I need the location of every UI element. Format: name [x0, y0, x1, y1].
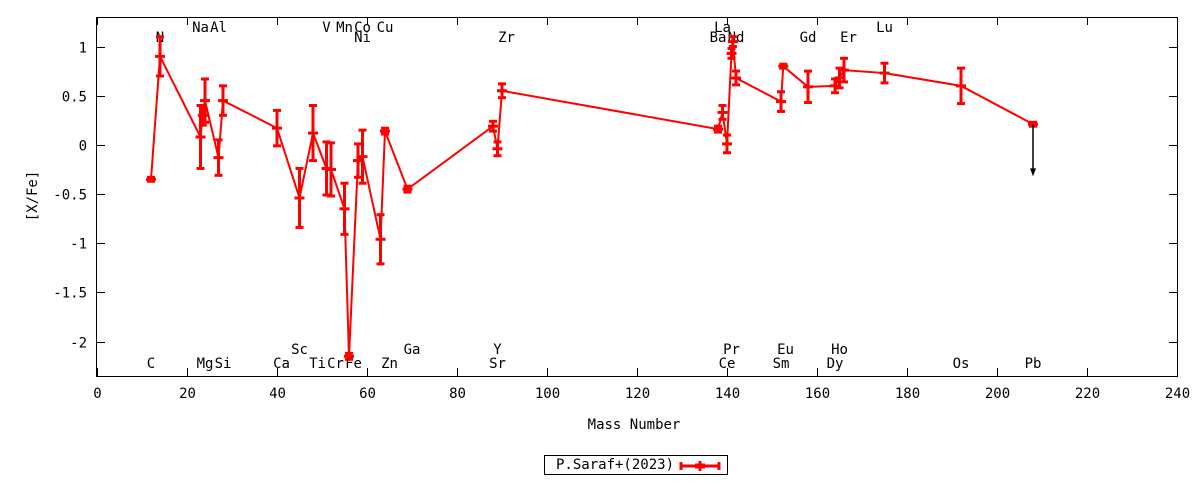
- data-point: [717, 104, 728, 121]
- data-point: [776, 90, 786, 113]
- element-label: Dy: [827, 356, 844, 372]
- element-label: Ba: [710, 30, 727, 46]
- element-label: Al: [210, 20, 227, 36]
- element-label: Zn: [381, 356, 398, 372]
- y-tick-label: -1.5: [53, 286, 87, 302]
- data-point: [879, 61, 890, 85]
- data-point: [380, 126, 390, 136]
- x-tick-label: 100: [535, 386, 560, 402]
- data-point: [497, 82, 507, 100]
- x-tick-label: 200: [985, 386, 1010, 402]
- element-label: Ti: [309, 356, 326, 372]
- data-point: [272, 108, 282, 148]
- data-point: [956, 66, 966, 106]
- data-point: [308, 104, 318, 163]
- data-point: [344, 351, 354, 361]
- element-label: Os: [953, 356, 970, 372]
- data-point: [727, 35, 738, 49]
- y-axis-title: [X/Fe]: [25, 171, 41, 222]
- x-tick-label: 220: [1075, 386, 1100, 402]
- data-point: [213, 138, 224, 177]
- data-point: [200, 77, 210, 124]
- element-label: La: [714, 20, 731, 36]
- element-label: Si: [215, 356, 232, 372]
- element-label: Co: [354, 20, 371, 36]
- element-label: Eu: [777, 342, 794, 358]
- element-label: Y: [493, 342, 502, 358]
- element-label: Na: [192, 20, 209, 36]
- element-label: Sm: [773, 356, 790, 372]
- element-label: V: [322, 20, 331, 36]
- data-point: [218, 84, 228, 117]
- data-point: [488, 119, 498, 133]
- x-tick-label: 180: [895, 386, 920, 402]
- element-label: Sr: [489, 356, 506, 372]
- element-label: Ni: [354, 30, 371, 46]
- data-point: [726, 46, 737, 60]
- x-tick-label: 0: [93, 386, 101, 402]
- data-point: [839, 56, 849, 84]
- element-label: Ce: [719, 356, 736, 372]
- legend-label: P.Saraf+(2023): [556, 457, 675, 473]
- x-tick-label: 240: [1165, 386, 1190, 402]
- x-tick-label: 120: [625, 386, 650, 402]
- data-point: [1028, 120, 1038, 177]
- series-group: [146, 35, 1038, 361]
- series-line: [150, 41, 1034, 357]
- x-tick-label: 140: [715, 386, 740, 402]
- data-point: [492, 140, 503, 158]
- element-label: Mn: [336, 20, 353, 36]
- data-point: [713, 124, 723, 134]
- element-labels: NNaAlVMnCoCuNiZrLaBaNdGdErLuScGaYPrEuHoC…: [147, 20, 1042, 372]
- data-point: [326, 141, 336, 198]
- x-tick-label: 40: [269, 386, 286, 402]
- axes: 0 20 40 60 80 100 120 140 160 180 200 220 240 -2 -1.5 -…: [53, 17, 1190, 402]
- element-label: Pb: [1025, 356, 1042, 372]
- legend-swatch: [679, 461, 721, 471]
- data-point: [339, 181, 350, 236]
- data-point: [803, 69, 813, 105]
- upper-limit-arrowhead: [1030, 168, 1036, 177]
- data-point: [375, 213, 386, 266]
- element-label: Lu: [876, 20, 893, 36]
- x-axis-title: Mass Number: [588, 417, 681, 433]
- x-tick-label: 60: [359, 386, 376, 402]
- data-point: [294, 166, 305, 229]
- data-point: [146, 175, 156, 183]
- y-tick-label: -1: [70, 237, 87, 253]
- data-point: [778, 62, 789, 70]
- y-tick-label: -0.5: [53, 188, 87, 204]
- element-label: C: [147, 356, 155, 372]
- data-point: [722, 133, 732, 155]
- element-label: Er: [840, 30, 857, 46]
- data-point: [357, 128, 368, 185]
- y-tick-label: 1: [79, 41, 87, 57]
- element-label: Cu: [377, 20, 394, 36]
- element-label: Sc: [291, 342, 308, 358]
- element-label: Mg: [197, 356, 214, 372]
- y-tick-label: -2: [70, 336, 87, 352]
- element-label: Ho: [831, 342, 848, 358]
- y-tick-label: 0: [79, 139, 87, 155]
- plot-frame: [96, 17, 1178, 377]
- x-tick-label: 20: [179, 386, 196, 402]
- data-point: [155, 35, 165, 78]
- data-point: [731, 69, 741, 87]
- data-point: [402, 184, 413, 194]
- element-label: Cr: [327, 356, 344, 372]
- legend: P.Saraf+(2023): [544, 455, 728, 475]
- x-tick-label: 80: [449, 386, 466, 402]
- element-label: Ga: [404, 342, 421, 358]
- element-label: Ca: [273, 356, 290, 372]
- x-tick-label: 160: [805, 386, 830, 402]
- y-tick-label: 0.5: [62, 90, 87, 106]
- element-label: Gd: [800, 30, 817, 46]
- element-label: Pr: [723, 342, 740, 358]
- element-label: Zr: [498, 30, 515, 46]
